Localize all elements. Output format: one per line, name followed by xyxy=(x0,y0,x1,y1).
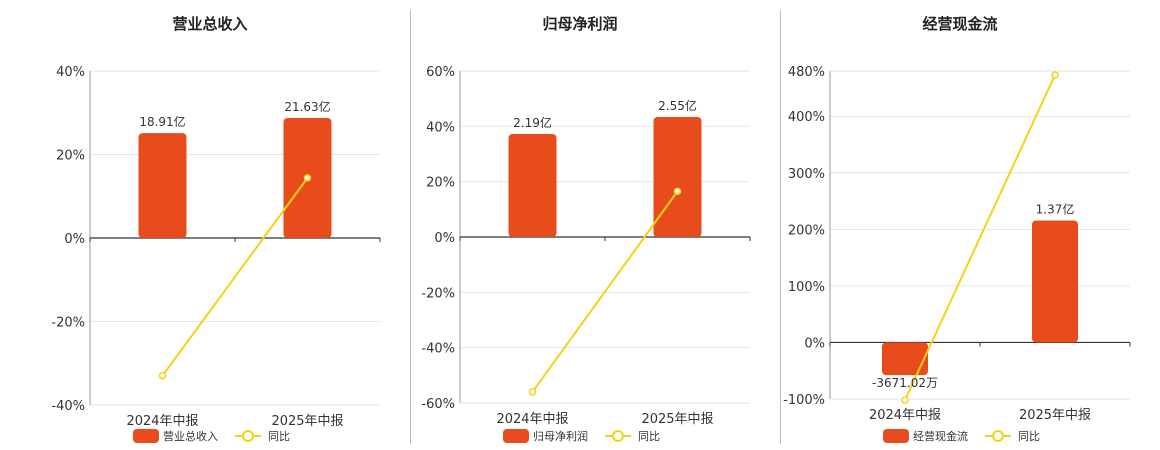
y-tick-label: 0% xyxy=(434,231,455,246)
yoy-point xyxy=(901,396,909,404)
chart-title: 经营现金流 xyxy=(922,15,997,33)
y-tick-label: -20% xyxy=(421,286,455,301)
legend-line-marker xyxy=(612,430,624,442)
yoy-point xyxy=(1051,71,1059,79)
bar-value-label: 21.63亿 xyxy=(284,99,330,114)
legend-line-label: 同比 xyxy=(638,430,660,443)
y-tick-label: -100% xyxy=(783,393,825,408)
panel-divider-1 xyxy=(410,10,411,444)
x-tick-label: 2025年中报 xyxy=(271,414,343,429)
y-tick-label: 60% xyxy=(426,65,455,80)
bar xyxy=(1032,220,1078,343)
yoy-point xyxy=(303,174,312,182)
legend-line-marker xyxy=(242,430,254,442)
x-tick-label: 2025年中报 xyxy=(641,412,713,427)
legend-bar-swatch xyxy=(133,429,159,443)
bar-value-label: 2.55亿 xyxy=(658,98,697,113)
chart-title: 归母净利润 xyxy=(542,15,617,33)
yoy-point xyxy=(528,388,537,396)
bar xyxy=(138,133,187,238)
y-tick-label: 200% xyxy=(788,223,825,238)
bar xyxy=(653,117,702,237)
y-tick-label: 0% xyxy=(64,232,85,247)
y-tick-label: 400% xyxy=(788,110,825,125)
legend-bar-label: 归母净利润 xyxy=(533,429,588,443)
chart-panel-3: 经营现金流 480% 400% 300% 200% 100% 0% -100% -3671.02… xyxy=(783,15,1131,443)
legend-bar-swatch xyxy=(883,429,909,443)
bar-value-label: -3671.02万 xyxy=(872,376,938,390)
y-tick-label: -20% xyxy=(51,316,85,331)
x-tick-label: 2024年中报 xyxy=(126,414,198,429)
yoy-line xyxy=(531,190,679,393)
yoy-point xyxy=(673,187,682,196)
bar-value-label: 2.19亿 xyxy=(513,115,552,130)
bar xyxy=(508,133,557,237)
y-tick-label: 40% xyxy=(56,65,85,80)
yoy-point xyxy=(158,372,167,380)
bar xyxy=(882,342,928,376)
chart-panel-1: 营业总收入 40% 20% 0% -20% -40% 18.91亿 21.63亿 2024年中报… xyxy=(51,15,381,443)
panel-divider-2 xyxy=(780,10,781,444)
y-tick-label: 0% xyxy=(804,336,825,351)
legend-line-marker xyxy=(992,430,1004,442)
chart-panel-2: 归母净利润 60% 40% 20% 0% -20% -40% -60% 2.19亿 2.55亿 20… xyxy=(421,15,751,443)
y-tick-label: -60% xyxy=(421,397,455,412)
y-tick-label: -40% xyxy=(421,342,455,357)
legend-bar-swatch xyxy=(503,429,529,443)
x-tick-label: 2024年中报 xyxy=(496,412,568,427)
chart-title: 营业总收入 xyxy=(172,15,247,33)
y-tick-label: 40% xyxy=(426,120,455,135)
legend-line-label: 同比 xyxy=(268,430,290,443)
y-tick-label: 300% xyxy=(788,167,825,182)
x-tick-label: 2025年中报 xyxy=(1019,408,1091,423)
legend-bar-label: 营业总收入 xyxy=(163,429,218,443)
y-tick-label: -40% xyxy=(51,399,85,414)
bar-value-label: 18.91亿 xyxy=(139,114,185,129)
yoy-line xyxy=(161,177,309,377)
y-tick-label: 20% xyxy=(426,176,455,191)
legend-line-label: 同比 xyxy=(1018,430,1040,443)
bar-value-label: 1.37亿 xyxy=(1036,201,1075,216)
legend-bar-label: 经营现金流 xyxy=(913,429,968,443)
x-tick-label: 2024年中报 xyxy=(869,408,941,423)
y-tick-label: 20% xyxy=(56,149,85,164)
y-tick-label: 480% xyxy=(788,65,825,80)
y-tick-label: 100% xyxy=(788,280,825,295)
yoy-line xyxy=(904,74,1056,401)
